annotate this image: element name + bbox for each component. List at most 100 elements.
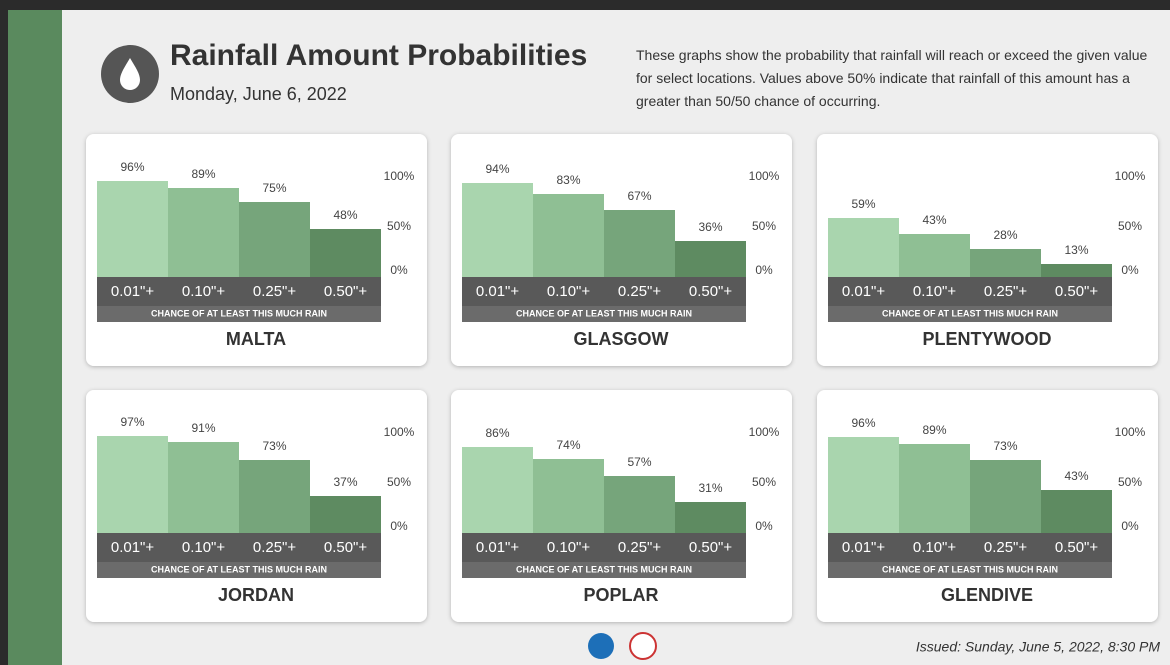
value-label: 83% — [556, 173, 580, 187]
bar — [97, 436, 168, 533]
station-name: JORDAN — [218, 585, 294, 605]
bar — [310, 496, 381, 533]
x-axis-label: CHANCE OF AT LEAST THIS MUCH RAIN — [151, 564, 327, 574]
category-label: 0.25"+ — [618, 539, 662, 556]
category-label: 0.10"+ — [547, 283, 591, 300]
y-tick-label: 50% — [752, 475, 776, 489]
category-label: 0.50"+ — [324, 283, 368, 300]
y-tick-label: 50% — [752, 219, 776, 233]
bar — [168, 442, 239, 533]
x-axis-label: CHANCE OF AT LEAST THIS MUCH RAIN — [882, 564, 1058, 574]
value-label: 57% — [627, 455, 651, 469]
bar — [533, 194, 604, 277]
category-label: 0.25"+ — [253, 283, 297, 300]
title: Rainfall Amount Probabilities — [170, 39, 587, 72]
bar — [675, 241, 746, 277]
category-label: 0.25"+ — [984, 539, 1028, 556]
value-label: 37% — [333, 475, 357, 489]
bar — [1041, 490, 1112, 533]
bar — [310, 229, 381, 277]
value-label: 74% — [556, 438, 580, 452]
category-label: 0.10"+ — [182, 539, 226, 556]
category-label: 0.50"+ — [689, 539, 733, 556]
value-label: 28% — [993, 228, 1017, 242]
y-tick-label: 0% — [390, 263, 408, 277]
category-label: 0.50"+ — [1055, 539, 1099, 556]
value-label: 75% — [262, 181, 286, 195]
side-stripe — [8, 10, 62, 665]
value-label: 96% — [851, 416, 875, 430]
category-label: 0.10"+ — [547, 539, 591, 556]
bar — [604, 476, 675, 533]
value-label: 96% — [120, 160, 144, 174]
station-name: GLASGOW — [574, 329, 669, 349]
y-tick-label: 0% — [1121, 263, 1139, 277]
bar — [828, 437, 899, 533]
bar — [970, 460, 1041, 533]
y-tick-label: 0% — [755, 263, 773, 277]
value-label: 94% — [485, 162, 509, 176]
bar — [462, 183, 533, 277]
y-tick-label: 100% — [749, 169, 780, 183]
bar — [899, 444, 970, 533]
x-axis-label: CHANCE OF AT LEAST THIS MUCH RAIN — [516, 564, 692, 574]
station-name: POPLAR — [583, 585, 658, 605]
value-label: 73% — [262, 439, 286, 453]
bar — [168, 188, 239, 277]
description: These graphs show the probability that r… — [636, 44, 1156, 113]
category-label: 0.10"+ — [913, 539, 957, 556]
station-name: MALTA — [226, 329, 286, 349]
category-label: 0.10"+ — [913, 283, 957, 300]
page: Rainfall Amount Probabilities Monday, Ju… — [0, 0, 1170, 665]
value-label: 59% — [851, 197, 875, 211]
category-label: 0.50"+ — [1055, 283, 1099, 300]
y-tick-label: 100% — [1115, 169, 1146, 183]
value-label: 73% — [993, 439, 1017, 453]
bar — [970, 249, 1041, 277]
y-tick-label: 50% — [1118, 219, 1142, 233]
x-axis-label: CHANCE OF AT LEAST THIS MUCH RAIN — [516, 308, 692, 318]
bar — [462, 447, 533, 533]
value-label: 31% — [698, 481, 722, 495]
bar — [1041, 264, 1112, 277]
value-label: 43% — [922, 213, 946, 227]
y-tick-label: 0% — [755, 519, 773, 533]
bar — [533, 459, 604, 533]
value-label: 91% — [191, 421, 215, 435]
y-tick-label: 100% — [749, 425, 780, 439]
bar — [899, 234, 970, 277]
bar — [604, 210, 675, 277]
y-tick-label: 50% — [1118, 475, 1142, 489]
y-tick-label: 100% — [1115, 425, 1146, 439]
y-tick-label: 50% — [387, 219, 411, 233]
bar — [675, 502, 746, 533]
bar — [239, 460, 310, 533]
value-label: 89% — [191, 167, 215, 181]
x-axis-label: CHANCE OF AT LEAST THIS MUCH RAIN — [151, 308, 327, 318]
category-label: 0.01"+ — [842, 539, 886, 556]
category-label: 0.01"+ — [476, 283, 520, 300]
x-axis-label: CHANCE OF AT LEAST THIS MUCH RAIN — [882, 308, 1058, 318]
category-label: 0.01"+ — [842, 283, 886, 300]
value-label: 36% — [698, 220, 722, 234]
y-tick-label: 100% — [384, 425, 415, 439]
category-label: 0.01"+ — [111, 539, 155, 556]
category-label: 0.25"+ — [618, 283, 662, 300]
category-label: 0.10"+ — [182, 283, 226, 300]
date: Monday, June 6, 2022 — [170, 84, 347, 104]
station-name: GLENDIVE — [941, 585, 1033, 605]
value-label: 48% — [333, 208, 357, 222]
nws-logo — [630, 633, 656, 659]
category-label: 0.01"+ — [476, 539, 520, 556]
value-label: 67% — [627, 189, 651, 203]
value-label: 86% — [485, 426, 509, 440]
y-tick-label: 0% — [1121, 519, 1139, 533]
y-tick-label: 100% — [384, 169, 415, 183]
issued: Issued: Sunday, June 5, 2022, 8:30 PM — [916, 639, 1160, 655]
y-tick-label: 0% — [390, 519, 408, 533]
bar — [239, 202, 310, 277]
value-label: 89% — [922, 423, 946, 437]
category-label: 0.50"+ — [689, 283, 733, 300]
station-name: PLENTYWOOD — [923, 329, 1052, 349]
y-tick-label: 50% — [387, 475, 411, 489]
